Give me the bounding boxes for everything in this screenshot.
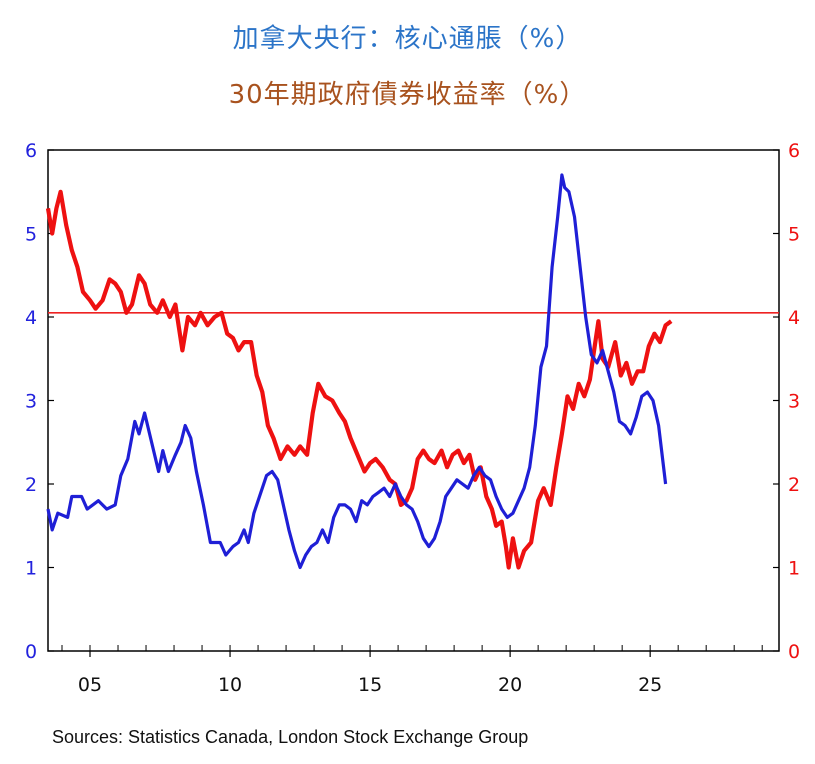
y-tick-label-left: 2 (25, 474, 37, 496)
x-tick-label: 10 (218, 674, 242, 696)
y-tick-label-right: 6 (788, 140, 800, 162)
x-tick-label: 15 (358, 674, 382, 696)
chart-title: 加拿大央行：核心通脹（%） (232, 24, 583, 54)
source-note: Sources: Statistics Canada, London Stock… (52, 727, 529, 747)
y-tick-label-right: 2 (788, 474, 800, 496)
y-tick-label-right: 3 (788, 391, 800, 413)
x-tick-label: 25 (638, 674, 662, 696)
y-tick-label-left: 1 (25, 558, 37, 580)
chart-subtitle: 30年期政府債券收益率（%） (228, 80, 587, 110)
y-tick-label-left: 6 (25, 140, 37, 162)
y-tick-label-right: 0 (788, 641, 800, 663)
y-tick-label-left: 4 (25, 307, 37, 329)
x-tick-label: 20 (498, 674, 522, 696)
y-tick-label-right: 4 (788, 307, 800, 329)
tick-layer: 0 0 1 1 2 2 3 3 4 4 5 5 6 6 05 10 15 20 25 (25, 140, 800, 696)
y-tick-label-right: 5 (788, 224, 800, 246)
plot-frame (47, 149, 780, 652)
y-tick-label-right: 1 (788, 558, 800, 580)
y-tick-label-left: 3 (25, 391, 37, 413)
series-line-core-inflation (46, 173, 668, 570)
y-tick-label-left: 5 (25, 224, 37, 246)
x-tick-label: 05 (78, 674, 102, 696)
series-line-bond-yield (45, 189, 673, 570)
y-tick-label-left: 0 (25, 641, 37, 663)
